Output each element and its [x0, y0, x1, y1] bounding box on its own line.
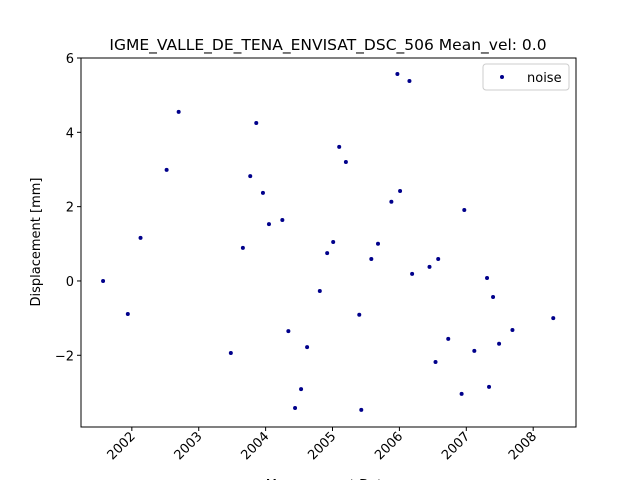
point	[248, 174, 253, 179]
x-axis-label: Measurement Date	[266, 478, 390, 480]
y-tick-label: 0	[66, 275, 74, 290]
point	[359, 407, 364, 412]
point	[228, 351, 233, 356]
y-tick-label: 6	[66, 52, 74, 67]
point	[485, 275, 490, 280]
point	[331, 239, 336, 244]
point	[462, 207, 467, 212]
point	[266, 222, 271, 227]
point	[101, 278, 106, 283]
y-tick-label: 2	[66, 201, 74, 216]
point	[325, 251, 330, 256]
y-tick-label: 4	[66, 126, 74, 141]
point	[510, 328, 515, 333]
point	[459, 391, 464, 396]
point	[369, 257, 374, 262]
point	[472, 348, 477, 353]
point	[427, 264, 432, 269]
point	[305, 345, 310, 350]
point	[433, 359, 438, 364]
point	[293, 406, 298, 411]
point	[299, 387, 304, 392]
point	[176, 109, 181, 114]
point	[551, 316, 556, 321]
point	[487, 384, 492, 389]
point	[343, 160, 348, 165]
point	[398, 189, 403, 194]
plot-frame	[80, 57, 577, 428]
legend-marker	[500, 75, 504, 79]
point	[286, 329, 291, 334]
point	[407, 79, 412, 84]
point	[410, 271, 415, 276]
point	[497, 341, 502, 346]
chart-title: IGME_VALLE_DE_TENA_ENVISAT_DSC_506 Mean_…	[109, 36, 546, 55]
y-axis-label: Displacement [mm]	[29, 178, 44, 307]
legend-label: noise	[527, 71, 562, 86]
y-tick-label: −2	[55, 349, 74, 364]
point	[376, 241, 380, 246]
point	[254, 121, 259, 126]
point	[389, 199, 394, 204]
legend-box	[482, 63, 570, 91]
point	[138, 235, 143, 240]
point	[260, 190, 265, 195]
point	[337, 144, 342, 149]
point	[317, 288, 322, 293]
point	[240, 245, 245, 250]
point	[446, 336, 451, 341]
point	[436, 257, 441, 262]
point	[125, 312, 130, 317]
point	[164, 167, 169, 172]
point	[395, 71, 400, 76]
point	[280, 218, 285, 223]
point	[357, 312, 362, 317]
point	[491, 294, 496, 299]
